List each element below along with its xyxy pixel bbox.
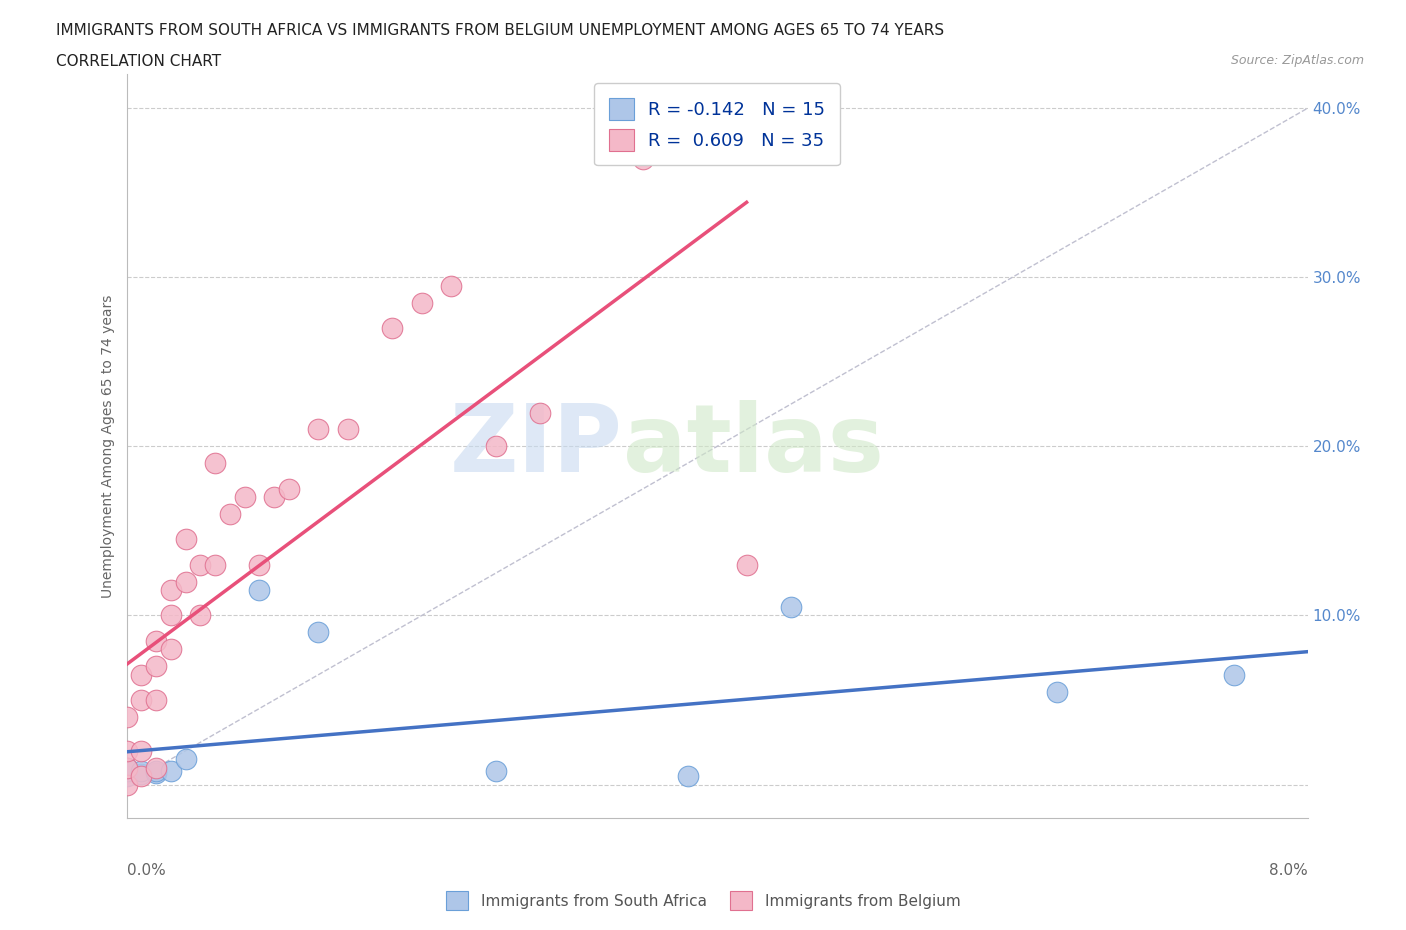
- Point: [115, 769, 138, 784]
- Y-axis label: Unemployment Among Ages 65 to 74 years: Unemployment Among Ages 65 to 74 years: [101, 295, 115, 598]
- Point: [484, 764, 508, 778]
- Text: Source: ZipAtlas.com: Source: ZipAtlas.com: [1230, 54, 1364, 67]
- Point: [278, 481, 301, 496]
- Point: [145, 764, 167, 778]
- Point: [247, 557, 270, 572]
- Text: atlas: atlas: [623, 401, 883, 492]
- Point: [129, 743, 153, 758]
- Point: [174, 574, 197, 589]
- Text: CORRELATION CHART: CORRELATION CHART: [56, 54, 221, 69]
- Point: [411, 295, 433, 310]
- Point: [145, 760, 167, 775]
- Point: [160, 608, 183, 623]
- Point: [247, 583, 270, 598]
- Point: [779, 600, 801, 615]
- Point: [263, 490, 285, 505]
- Point: [115, 760, 138, 775]
- Point: [129, 693, 153, 708]
- Point: [145, 658, 167, 673]
- Text: IMMIGRANTS FROM SOUTH AFRICA VS IMMIGRANTS FROM BELGIUM UNEMPLOYMENT AMONG AGES : IMMIGRANTS FROM SOUTH AFRICA VS IMMIGRAN…: [56, 23, 945, 38]
- Point: [529, 405, 551, 420]
- Point: [204, 456, 226, 471]
- Point: [145, 633, 167, 648]
- Point: [307, 625, 329, 640]
- Text: 8.0%: 8.0%: [1268, 863, 1308, 878]
- Point: [160, 583, 183, 598]
- Point: [1045, 684, 1069, 699]
- Point: [115, 777, 138, 792]
- Point: [115, 760, 138, 775]
- Point: [633, 152, 655, 166]
- Point: [129, 764, 153, 778]
- Point: [160, 764, 183, 778]
- Point: [145, 765, 167, 780]
- Point: [337, 422, 360, 437]
- Point: [735, 557, 758, 572]
- Point: [129, 767, 153, 782]
- Point: [174, 532, 197, 547]
- Point: [188, 608, 211, 623]
- Point: [1222, 667, 1246, 682]
- Point: [219, 507, 242, 522]
- Point: [307, 422, 329, 437]
- Point: [115, 743, 138, 758]
- Point: [129, 667, 153, 682]
- Point: [129, 769, 153, 784]
- Point: [440, 278, 463, 293]
- Text: 0.0%: 0.0%: [127, 863, 166, 878]
- Point: [484, 439, 508, 454]
- Point: [174, 751, 197, 766]
- Point: [115, 764, 138, 778]
- Text: ZIP: ZIP: [450, 401, 623, 492]
- Legend: R = -0.142   N = 15, R =  0.609   N = 35: R = -0.142 N = 15, R = 0.609 N = 35: [595, 84, 839, 166]
- Point: [233, 490, 256, 505]
- Point: [188, 557, 211, 572]
- Point: [115, 710, 138, 724]
- Point: [204, 557, 226, 572]
- Point: [160, 642, 183, 657]
- Point: [381, 321, 404, 336]
- Legend: Immigrants from South Africa, Immigrants from Belgium: Immigrants from South Africa, Immigrants…: [437, 884, 969, 918]
- Point: [145, 693, 167, 708]
- Point: [676, 769, 699, 784]
